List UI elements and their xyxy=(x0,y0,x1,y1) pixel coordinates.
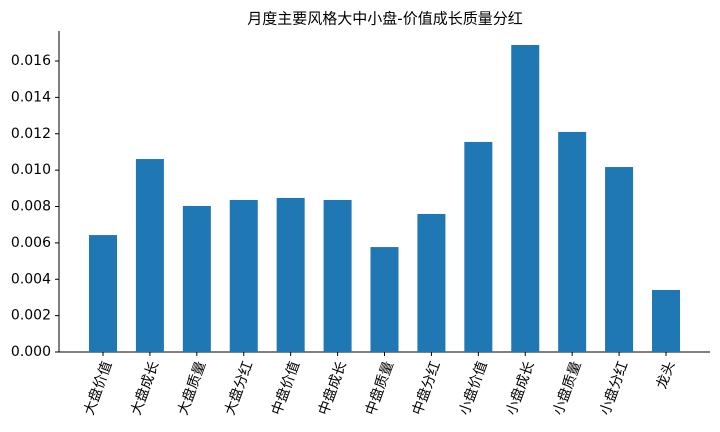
bar xyxy=(417,213,446,352)
x-tick-label: 小盘成长 xyxy=(503,359,538,417)
x-tick-label: 大盘价值 xyxy=(80,359,115,417)
bar xyxy=(89,235,117,352)
x-tick-label: 小盘质量 xyxy=(550,359,585,417)
chart-title: 月度主要风格大中小盘-价值成长质量分红 xyxy=(247,10,522,28)
bar xyxy=(558,131,587,352)
bar xyxy=(370,247,399,352)
bar xyxy=(276,197,305,352)
x-tick-label: 小盘分红 xyxy=(596,359,631,417)
bar xyxy=(511,45,540,352)
x-tick-label: 小盘价值 xyxy=(456,359,491,417)
bar xyxy=(323,199,352,352)
x-tick-label: 中盘质量 xyxy=(362,359,397,417)
y-tick-label: 0.012 xyxy=(11,126,51,142)
x-tick-label: 大盘成长 xyxy=(127,359,162,417)
y-tick-label: 0.000 xyxy=(11,344,51,360)
y-tick-label: 0.016 xyxy=(11,53,51,69)
bar xyxy=(652,289,680,352)
x-tick-label: 中盘成长 xyxy=(315,359,350,417)
y-tick-label: 0.014 xyxy=(11,89,51,105)
x-tick-label: 中盘分红 xyxy=(409,359,444,417)
y-tick-label: 0.004 xyxy=(11,271,51,287)
y-tick-label: 0.002 xyxy=(11,308,51,324)
bar xyxy=(605,167,634,352)
x-tick-label: 中盘价值 xyxy=(268,359,303,417)
bar xyxy=(229,199,258,352)
bar xyxy=(464,141,493,352)
x-tick-label: 大盘分红 xyxy=(221,359,256,417)
y-tick-label: 0.010 xyxy=(11,162,51,178)
x-tick-label: 龙头 xyxy=(654,359,679,391)
x-tick-label: 大盘质量 xyxy=(174,359,209,417)
y-tick-label: 0.006 xyxy=(11,235,51,251)
bar xyxy=(135,159,164,352)
bar xyxy=(182,205,211,352)
y-tick-label: 0.008 xyxy=(11,199,51,215)
